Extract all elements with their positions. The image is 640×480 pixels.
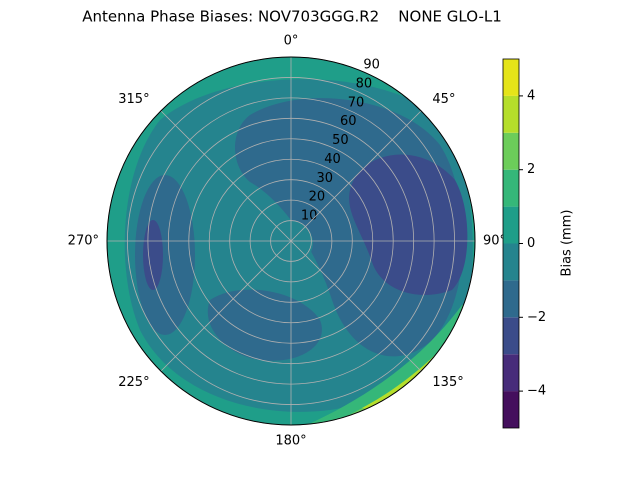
theta-tick-label: 90° xyxy=(483,234,506,249)
colorbar-tick-label: −4 xyxy=(527,384,546,399)
polar-frame xyxy=(106,56,476,426)
theta-tick-label: 45° xyxy=(432,92,455,107)
colorbar-tick-label: −2 xyxy=(527,310,546,325)
colorbar-band xyxy=(503,391,519,428)
r-tick-label: 80 xyxy=(356,76,373,91)
colorbar-label: Bias (mm) xyxy=(560,210,575,277)
r-tick-label: 90 xyxy=(363,58,380,73)
theta-tick-label: 180° xyxy=(275,434,306,449)
r-tick-label: 60 xyxy=(340,114,357,129)
r-tick-label: 40 xyxy=(324,152,341,167)
colorbar-tick-label: 0 xyxy=(527,236,535,251)
theta-grid-line xyxy=(160,110,292,242)
theta-tick-label: 315° xyxy=(118,92,149,107)
r-tick-label: 10 xyxy=(301,209,318,224)
colorbar-band xyxy=(503,243,519,281)
colorbar-band xyxy=(503,317,519,355)
r-tick-label: 70 xyxy=(348,95,365,110)
theta-grid-line xyxy=(290,240,422,372)
theta-tick-label: 0° xyxy=(284,34,299,49)
colorbar-band xyxy=(503,354,519,392)
colorbar-band xyxy=(503,169,519,207)
contour-band xyxy=(349,154,468,295)
colorbar-tick-label: 4 xyxy=(527,88,535,103)
r-tick-label: 20 xyxy=(309,190,326,205)
theta-grid-line xyxy=(290,110,422,242)
colorbar-band xyxy=(503,95,519,133)
colorbar-tick-label: 2 xyxy=(527,162,535,177)
theta-tick-label: 225° xyxy=(118,375,149,390)
r-tick-label: 30 xyxy=(316,171,333,186)
colorbar-band xyxy=(503,59,519,96)
chart-title: Antenna Phase Biases: NOV703GGG.R2 NONE … xyxy=(82,8,502,26)
colorbar-band xyxy=(503,280,519,318)
colorbar-band xyxy=(503,132,519,170)
theta-tick-label: 270° xyxy=(68,234,99,249)
r-tick-label: 50 xyxy=(332,133,349,148)
theta-tick-label: 135° xyxy=(432,375,463,390)
theta-grid-line xyxy=(160,240,292,372)
colorbar-band xyxy=(503,206,519,244)
